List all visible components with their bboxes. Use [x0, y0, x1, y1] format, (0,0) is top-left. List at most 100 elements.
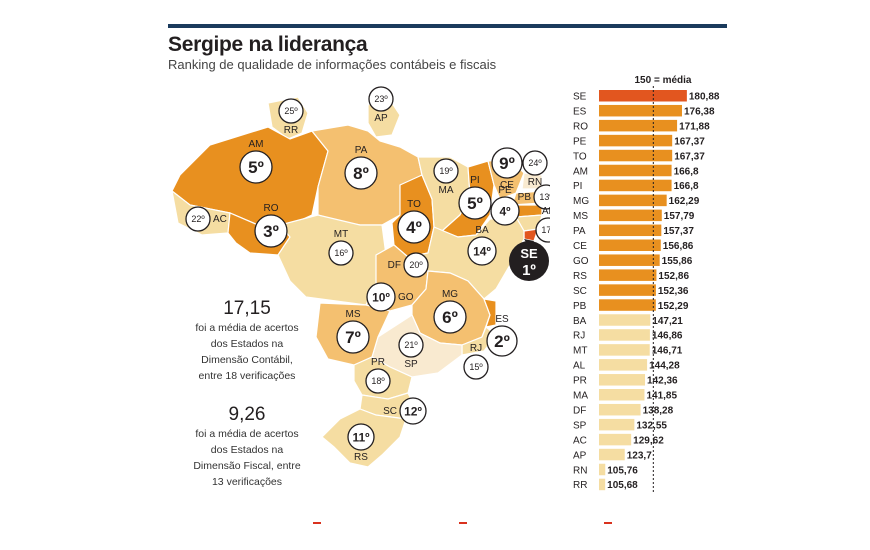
- bar-value-label: 105,76: [607, 465, 638, 476]
- state-label-se: SE: [520, 246, 538, 261]
- bar-ms: [599, 209, 662, 222]
- bar-category-label: RR: [573, 480, 587, 491]
- bar-value-label: 141,85: [646, 391, 677, 402]
- bar-mt: [599, 344, 650, 356]
- bar-rr: [599, 478, 606, 491]
- bar-value-label: 176,38: [684, 106, 715, 117]
- state-rank-ap: 23º: [374, 94, 388, 104]
- bar-value-label: 152,36: [658, 286, 689, 297]
- bar-to: [599, 149, 673, 162]
- bar-df: [599, 403, 641, 416]
- bar-category-label: AP: [573, 450, 587, 461]
- state-rank-sp: 21º: [404, 340, 418, 350]
- bar-category-label: PE: [573, 136, 587, 147]
- bar-value-label: 157,79: [664, 211, 695, 222]
- footer-tick-1: [313, 522, 321, 524]
- bar-category-label: RJ: [573, 331, 585, 342]
- state-label-rr: RR: [284, 125, 298, 136]
- note-contabil-line-1: foi a média de acertos: [195, 322, 299, 334]
- bar-category-label: PR: [573, 376, 587, 387]
- bar-sc: [599, 284, 656, 296]
- bar-value-label: 180,88: [689, 92, 720, 103]
- bar-category-label: PI: [573, 181, 582, 192]
- note-contabil-line-4: entre 18 verificações: [198, 370, 296, 382]
- bar-sp: [599, 418, 635, 431]
- state-rank-al: 17º: [541, 225, 550, 235]
- bar-category-label: MG: [573, 196, 589, 207]
- bar-value-label: 157,37: [663, 226, 694, 237]
- bar-category-label: RS: [573, 271, 587, 282]
- bar-pr: [599, 374, 646, 386]
- state-rank-ro: 3º: [263, 222, 279, 241]
- top-rule: [168, 24, 727, 28]
- bar-value-label: 142,36: [647, 376, 678, 387]
- bar-ro: [599, 119, 678, 132]
- state-label-es: ES: [495, 314, 509, 325]
- rank-badge-sc: [399, 397, 427, 425]
- state-label-go: GO: [398, 292, 414, 303]
- ranking-bar-chart: 150 = média SE 180,88 ES 176,38 RO 171,88 PE 16…: [573, 75, 720, 494]
- bar-category-label: MS: [573, 211, 588, 222]
- rank-badge-df: [403, 252, 429, 278]
- state-label-sc: SC: [383, 406, 397, 417]
- state-rank-pb: 13º: [539, 192, 550, 202]
- state-label-ma: MA: [439, 185, 454, 196]
- rank-badge-rj: [463, 354, 489, 380]
- bar-rs: [599, 269, 657, 281]
- state-label-ap: AP: [374, 113, 388, 124]
- bar-ba: [599, 314, 651, 326]
- bar-pa: [599, 224, 662, 237]
- bar-value-label: 171,88: [679, 121, 710, 132]
- bar-value-label: 105,68: [607, 480, 638, 491]
- state-rank-rs: 11º: [352, 430, 370, 444]
- state-shape-es: [483, 298, 497, 328]
- bar-value-label: 152,86: [658, 271, 689, 282]
- bar-value-label: 138,28: [643, 405, 674, 416]
- note-contabil-value: 17,15: [223, 298, 271, 319]
- bar-pb: [599, 299, 656, 311]
- state-label-pe: PE: [498, 185, 512, 196]
- state-label-pi: PI: [470, 175, 479, 186]
- note-contabil-line-2: dos Estados na: [210, 338, 284, 350]
- bar-category-label: CE: [573, 241, 587, 252]
- state-label-pr: PR: [371, 357, 385, 368]
- rank-badge-sp: [398, 332, 424, 358]
- state-label-am: AM: [249, 139, 264, 150]
- rank-badge-ba: [467, 236, 497, 266]
- bar-category-label: SE: [573, 92, 587, 103]
- state-rank-ma: 19º: [439, 166, 453, 176]
- state-rank-se: 1º: [522, 262, 536, 279]
- rank-badge-ms: [336, 320, 370, 354]
- bar-value-label: 167,37: [674, 136, 705, 147]
- state-rank-mg: 6º: [442, 308, 458, 327]
- bar-rj: [599, 329, 650, 341]
- state-label-to: TO: [407, 199, 421, 210]
- note-fiscal-line-2: dos Estados na: [210, 444, 284, 456]
- state-rank-am: 5º: [248, 158, 264, 177]
- rank-badge-rn: [522, 150, 548, 176]
- state-rank-ac: 22º: [191, 214, 205, 224]
- state-label-pa: PA: [355, 145, 368, 156]
- bar-pe: [599, 134, 673, 147]
- state-rank-ce: 9º: [499, 154, 515, 173]
- note-fiscal-value: 9,26: [228, 404, 266, 425]
- bar-category-label: SC: [573, 286, 587, 297]
- bar-category-label: MA: [573, 391, 588, 402]
- bar-ac: [599, 433, 632, 446]
- bar-category-label: RO: [573, 121, 588, 132]
- state-label-mg: MG: [442, 289, 458, 300]
- state-rank-rn: 24º: [528, 158, 542, 168]
- bar-value-label: 146,86: [652, 331, 683, 342]
- bar-value-label: 123,7: [627, 450, 652, 461]
- bar-am: [599, 164, 672, 177]
- state-label-rn: RN: [528, 177, 542, 188]
- state-rank-pa: 8º: [353, 164, 369, 183]
- rank-badge-pe: [490, 196, 520, 226]
- rank-badge-go: [366, 282, 396, 312]
- state-rank-rj: 15º: [469, 362, 483, 372]
- state-label-ba: BA: [475, 225, 489, 236]
- rank-badge-pb: [533, 184, 550, 210]
- rank-badge-pr: [365, 368, 391, 394]
- bar-category-label: PB: [573, 301, 587, 312]
- bar-value-label: 147,21: [652, 316, 683, 327]
